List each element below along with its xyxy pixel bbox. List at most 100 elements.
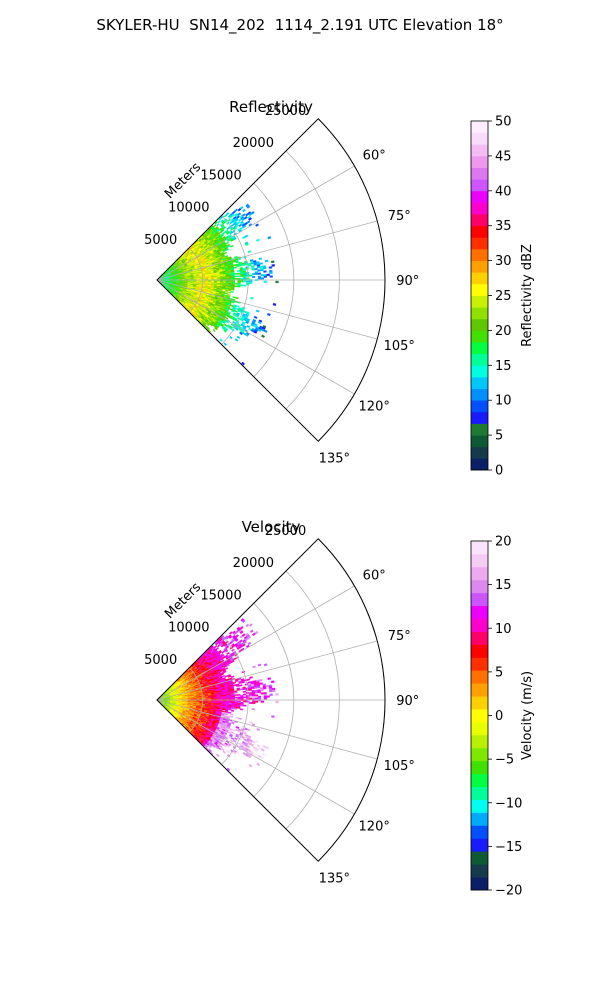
radial-tick-label: 5000 <box>144 233 177 248</box>
colorbar-segment <box>471 330 488 343</box>
radar-gate <box>268 266 273 269</box>
radar-gate <box>253 263 258 266</box>
radar-gate <box>223 251 228 255</box>
radial-tick-label: 10000 <box>168 201 209 216</box>
radar-gate <box>236 221 241 225</box>
radar-gate <box>240 277 244 280</box>
radar-gate <box>251 273 256 276</box>
radar-gate <box>249 274 253 277</box>
radar-gate <box>260 274 264 277</box>
radar-gate <box>213 224 217 228</box>
radar-gate <box>251 268 255 271</box>
radar-gate <box>233 264 237 267</box>
radar-gate <box>240 284 244 287</box>
radar-gate <box>237 275 241 278</box>
colorbar-segment <box>471 237 488 250</box>
colorbar-segment <box>471 435 488 448</box>
radar-gate <box>269 275 273 278</box>
angle-tick-label: 90° <box>396 274 419 289</box>
radar-gate <box>236 305 240 308</box>
radar-gate <box>237 212 242 216</box>
colorbar-tick-label: 25 <box>495 289 512 304</box>
radar-gate <box>243 277 247 280</box>
colorbar-segment <box>471 388 488 401</box>
radar-gate <box>212 328 216 333</box>
radar-gate <box>263 270 267 273</box>
colorbar-tick-label: 50 <box>495 115 512 130</box>
radar-gate <box>255 223 260 227</box>
colorbar-segment <box>471 132 488 145</box>
radar-gate <box>263 275 267 278</box>
radar-gate <box>234 278 238 280</box>
radar-gate <box>243 215 248 220</box>
radar-gate <box>234 310 238 313</box>
colorbar-tick-label: 10 <box>495 394 512 409</box>
radar-gate <box>257 277 262 280</box>
radial-tick-label: 20000 <box>233 136 274 151</box>
radar-gate <box>234 275 238 278</box>
radar-gate <box>230 291 234 293</box>
radar-gate <box>259 262 263 265</box>
radar-gate <box>249 282 253 284</box>
radar-gate <box>236 335 241 340</box>
radar-gate <box>260 277 265 280</box>
radar-gate <box>240 280 244 283</box>
colorbar-segment <box>471 446 488 459</box>
radar-gate <box>229 244 234 248</box>
colorbar-segment <box>471 144 488 157</box>
radar-gate <box>257 275 262 278</box>
angle-tick-label: 135° <box>319 451 350 466</box>
colorbar-segment <box>471 179 488 192</box>
chart-title: Reflectivity <box>229 98 313 116</box>
angle-tick-label: 60° <box>363 149 386 164</box>
colorbar-segment <box>471 121 488 134</box>
colorbar-tick-label: 5 <box>495 429 503 444</box>
radar-gate <box>237 272 241 275</box>
colorbar-segment <box>471 248 488 261</box>
radar-gate <box>229 335 233 340</box>
radar-gate <box>254 272 259 275</box>
colorbar-segment <box>471 400 488 413</box>
angle-tick-label: 75° <box>388 209 411 224</box>
colorbar-segment <box>471 365 488 378</box>
radar-gate <box>222 278 227 280</box>
radar-gate <box>217 220 221 224</box>
radar-gate <box>260 269 264 272</box>
radar-gate <box>225 277 229 279</box>
radar-gate <box>231 278 235 280</box>
radar-gate <box>237 285 241 288</box>
radar-gate <box>271 264 275 267</box>
radar-gate <box>234 285 238 288</box>
radar-gate <box>224 292 228 295</box>
radar-gate <box>232 296 236 299</box>
radar-gate <box>233 266 237 269</box>
radar-gate <box>225 212 230 216</box>
colorbar-segment <box>471 458 488 471</box>
radar-gate <box>263 267 267 270</box>
radar-gate <box>225 278 230 280</box>
radar-gate <box>255 238 260 242</box>
radar-gate <box>264 259 269 263</box>
radar-gate <box>237 280 241 283</box>
radar-gate <box>247 250 252 253</box>
colorbar-segment <box>471 225 488 238</box>
colorbar-tick-label: 0 <box>495 464 503 479</box>
radar-gate <box>250 262 254 265</box>
radial-tick-label: 25000 <box>265 104 306 119</box>
radar-gate <box>251 276 256 278</box>
colorbar-segment <box>471 167 488 180</box>
radar-gate <box>243 276 247 279</box>
radar-gate <box>247 264 252 267</box>
colorbar-segment <box>471 190 488 203</box>
radar-gate <box>249 280 253 283</box>
colorbar-segment <box>471 342 488 355</box>
colorbar-segment <box>471 307 488 320</box>
radar-gate <box>257 266 261 269</box>
colorbar-segment <box>471 411 488 424</box>
radar-gate <box>228 278 232 280</box>
radial-axis-label: Meters <box>162 160 204 202</box>
radar-gate <box>266 273 270 276</box>
colorbar-segment <box>471 318 488 331</box>
radar-gate <box>255 309 260 313</box>
chart-panel-reflectivity: Reflectivity500010000150002000025000Mete… <box>144 98 535 479</box>
